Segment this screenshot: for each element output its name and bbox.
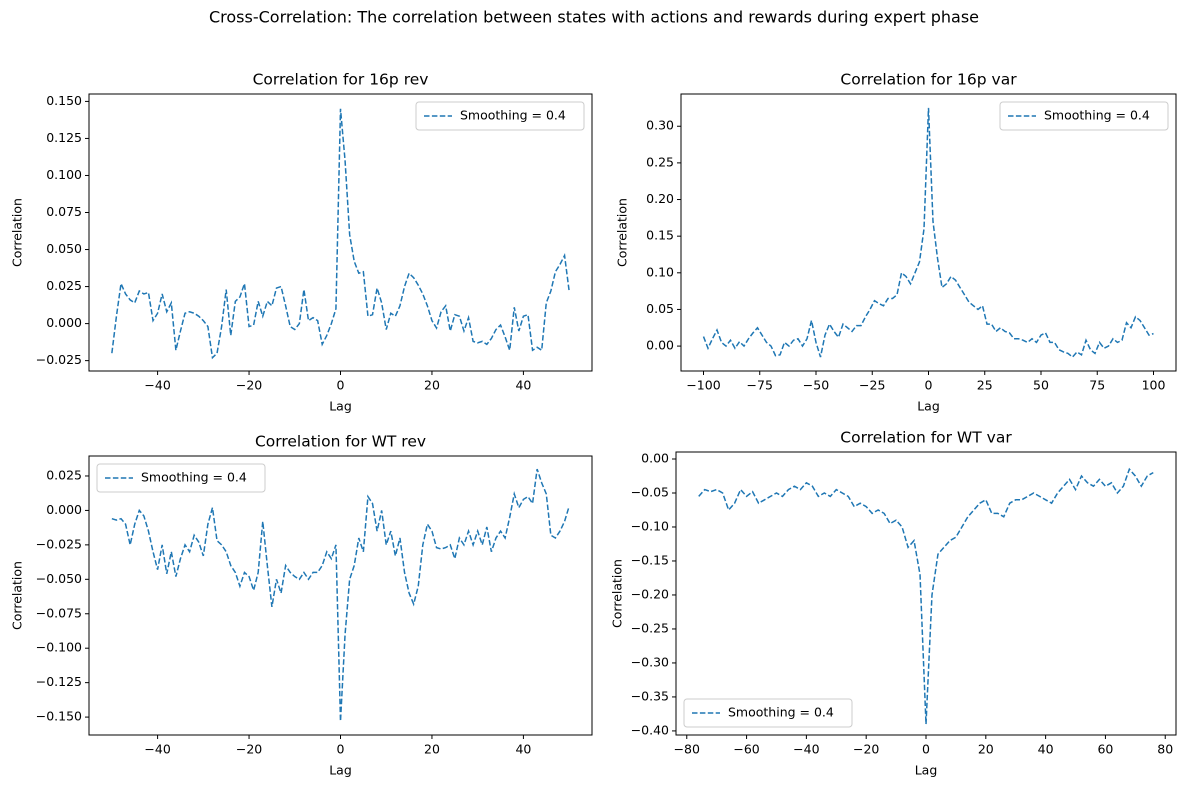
x-tick-label: 60 xyxy=(1097,742,1113,757)
y-tick-label: 0.125 xyxy=(46,130,82,145)
y-axis-label: Correlation xyxy=(615,198,630,267)
plot-area xyxy=(111,108,570,360)
data-line xyxy=(698,467,1154,725)
legend-label: Smoothing = 0.4 xyxy=(141,470,247,485)
y-tick-label: −0.35 xyxy=(631,688,669,703)
x-tick-label: −25 xyxy=(859,378,885,393)
x-tick-label: −100 xyxy=(686,378,720,393)
x-tick-label: −50 xyxy=(803,378,829,393)
y-tick-label: 0.15 xyxy=(646,228,674,243)
x-tick-label: 20 xyxy=(424,378,440,393)
x-tick-label: 20 xyxy=(424,742,440,757)
legend-label: Smoothing = 0.4 xyxy=(1044,108,1150,123)
data-line xyxy=(111,108,570,360)
y-tick-label: 0.10 xyxy=(646,264,674,279)
y-tick-label: 0.00 xyxy=(646,338,674,353)
x-tick-label: −20 xyxy=(236,742,262,757)
x-tick-label: 80 xyxy=(1157,742,1173,757)
y-axis-label: Correlation xyxy=(10,561,25,630)
y-tick-label: 0.100 xyxy=(46,167,82,182)
axes-title: Correlation for 16p var xyxy=(840,71,1017,89)
x-tick-label: −80 xyxy=(674,742,700,757)
x-tick-label: 0 xyxy=(922,742,930,757)
y-axis-label: Correlation xyxy=(610,559,625,628)
y-tick-label: 0.20 xyxy=(646,191,674,206)
legend-box xyxy=(683,698,853,728)
x-tick-label: −20 xyxy=(236,378,262,393)
y-tick-label: 0.00 xyxy=(641,451,669,466)
plot-area xyxy=(702,107,1154,359)
y-tick-label: 0.30 xyxy=(646,118,674,133)
y-tick-label: 0.150 xyxy=(46,93,82,108)
y-tick-label: 0.075 xyxy=(46,204,82,219)
y-tick-label: 0.05 xyxy=(646,301,674,316)
x-tick-label: 75 xyxy=(1089,378,1105,393)
legend-box xyxy=(415,101,585,131)
x-axis-label: Lag xyxy=(329,763,352,778)
y-tick-label: −0.05 xyxy=(631,484,669,499)
x-axis-label: Lag xyxy=(915,763,938,778)
data-line xyxy=(111,468,570,722)
y-tick-label: −0.025 xyxy=(36,536,82,551)
x-tick-label: 0 xyxy=(337,742,345,757)
x-tick-label: −20 xyxy=(853,742,879,757)
y-tick-label: −0.40 xyxy=(631,722,669,737)
y-tick-label: −0.125 xyxy=(36,674,82,689)
x-axis-label: Lag xyxy=(917,399,940,414)
y-tick-label: −0.10 xyxy=(631,518,669,533)
legend-label: Smoothing = 0.4 xyxy=(460,108,566,123)
legend-label: Smoothing = 0.4 xyxy=(728,705,834,720)
axes-frame xyxy=(675,451,1177,736)
figure-title: Cross-Correlation: The correlation betwe… xyxy=(209,8,979,27)
y-tick-label: 0.025 xyxy=(46,467,82,482)
x-tick-label: 0 xyxy=(337,378,345,393)
y-axis-label: Correlation xyxy=(10,198,25,267)
y-tick-label: −0.050 xyxy=(36,571,82,586)
axes-frame xyxy=(88,93,593,372)
x-tick-label: −75 xyxy=(747,378,773,393)
x-tick-label: 25 xyxy=(977,378,993,393)
y-tick-label: 0.25 xyxy=(646,154,674,169)
y-tick-label: −0.100 xyxy=(36,640,82,655)
axes-title: Correlation for WT var xyxy=(840,429,1012,447)
x-tick-label: 0 xyxy=(925,378,933,393)
data-line xyxy=(702,107,1154,359)
x-tick-label: 40 xyxy=(515,742,531,757)
y-tick-label: −0.30 xyxy=(631,654,669,669)
y-tick-label: 0.025 xyxy=(46,278,82,293)
y-tick-label: −0.20 xyxy=(631,586,669,601)
plot-area xyxy=(111,468,570,722)
y-tick-label: −0.15 xyxy=(631,552,669,567)
x-tick-label: 100 xyxy=(1142,378,1166,393)
x-tick-label: 40 xyxy=(515,378,531,393)
y-tick-label: 0.000 xyxy=(46,502,82,517)
x-axis-label: Lag xyxy=(329,399,352,414)
plot-area xyxy=(698,467,1154,725)
y-tick-label: 0.050 xyxy=(46,241,82,256)
x-tick-label: 20 xyxy=(978,742,994,757)
y-tick-label: −0.025 xyxy=(36,352,82,367)
legend-box xyxy=(999,101,1169,131)
x-tick-label: −60 xyxy=(733,742,759,757)
legend-box xyxy=(96,463,266,493)
y-tick-label: −0.25 xyxy=(631,620,669,635)
axes-frame xyxy=(680,93,1177,372)
x-tick-label: −40 xyxy=(144,742,170,757)
x-tick-label: −40 xyxy=(793,742,819,757)
y-tick-label: −0.075 xyxy=(36,605,82,620)
axes-title: Correlation for WT rev xyxy=(255,433,426,451)
y-tick-label: −0.150 xyxy=(36,709,82,724)
x-tick-label: −40 xyxy=(144,378,170,393)
x-tick-label: 50 xyxy=(1033,378,1049,393)
y-tick-label: 0.000 xyxy=(46,315,82,330)
axes-title: Correlation for 16p rev xyxy=(253,71,429,89)
axes-frame xyxy=(88,455,593,736)
x-tick-label: 40 xyxy=(1038,742,1054,757)
